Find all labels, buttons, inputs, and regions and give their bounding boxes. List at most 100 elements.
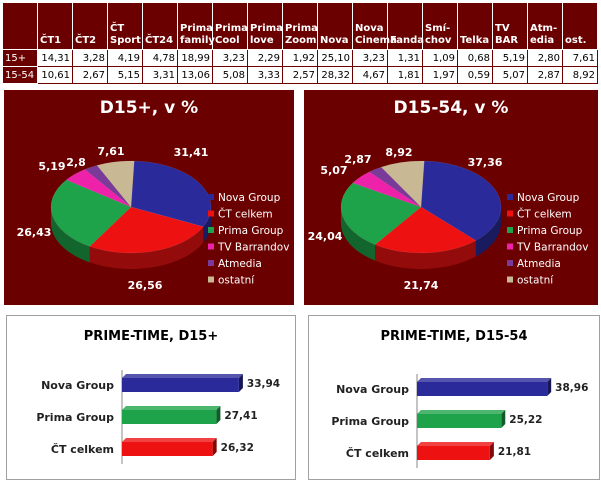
category-label: Prima Group [331, 415, 409, 428]
column-header: ČT2 [72, 2, 108, 50]
table-cell: 18,99 [177, 49, 213, 67]
bar-svg: Nova Group 38,96 Prima Group 25,22 ČT celkem… [331, 374, 588, 468]
column-header: Smí-chov [422, 2, 458, 50]
bar-top [417, 442, 494, 446]
bar-svg: Nova Group 33,94 Prima Group 27,41 ČT celkem… [36, 370, 280, 464]
bar-side [212, 438, 217, 456]
legend-item: ostatní [218, 275, 255, 287]
table-cell: 10,61 [37, 66, 73, 84]
pie-svg: 37,36 21,74 24,04 5,072,87 8,92 Nova Group ČT … [308, 146, 589, 292]
pie-slice [89, 206, 204, 254]
table-cell: 0,68 [457, 49, 493, 67]
table-cell: 3,33 [247, 66, 283, 84]
data-label: 2,8 [66, 156, 86, 169]
data-label: 21,81 [498, 446, 531, 458]
legend-swatch [208, 227, 214, 233]
bar-chart-prime-d15-54: PRIME-TIME, D15-54 Nova Group 38,96 Prima … [308, 315, 600, 480]
category-label: Nova Group [336, 383, 409, 396]
data-label: 31,41 [174, 146, 209, 159]
column-header: Nova Cinema [352, 2, 397, 50]
legend-swatch [208, 243, 214, 250]
bar-top [122, 438, 217, 442]
data-label: 24,04 [308, 230, 343, 243]
category-label: ČT celkem [51, 443, 114, 456]
data-label: 7,61 [97, 145, 124, 158]
data-label: 37,36 [468, 156, 503, 169]
bar-chart-prime-d15: PRIME-TIME, D15+ Nova Group 33,94 Prima Gr… [6, 315, 296, 480]
column-header: ČT Sport [107, 2, 143, 50]
legend-item: Prima Group [517, 225, 583, 237]
category-label: Prima Group [36, 411, 114, 424]
table-cell: 14,31 [37, 49, 73, 67]
bar [122, 410, 217, 424]
legend-swatch [507, 260, 513, 266]
table-cell: 0,59 [457, 66, 493, 84]
table-cell: 5,19 [492, 49, 528, 67]
table-cell: 5,08 [212, 66, 248, 84]
table-cell: 25,10 [317, 49, 353, 67]
pie-chart-d15-54: D15-54, v % 37,36 21,74 24,04 5,07 2,87 8,92 N… [304, 90, 598, 305]
column-header: Telka [457, 2, 493, 50]
column-header: Fanda [387, 2, 424, 50]
table-cell: 4,78 [142, 49, 178, 67]
table-cell: 1,92 [282, 49, 318, 67]
table-cell: 28,32 [317, 66, 353, 84]
table-cell: 7,61 [562, 49, 598, 67]
table-cell: 4,19 [107, 49, 143, 67]
legend-swatch [208, 260, 214, 266]
table-cell: 8,92 [562, 66, 598, 84]
table-cell: 2,87 [527, 66, 563, 84]
pie-slice [130, 160, 212, 227]
column-header: Nova [317, 2, 353, 50]
bar-top [417, 410, 506, 414]
data-label: 8,92 [385, 146, 412, 159]
bar-top [417, 378, 552, 382]
data-label: 26,56 [128, 279, 163, 292]
chart-title: PRIME-TIME, D15-54 [380, 329, 528, 344]
column-header: TV BAR [492, 2, 528, 50]
legend-item: Prima Group [218, 225, 284, 237]
pie-slice [374, 206, 477, 254]
bar [417, 414, 502, 428]
legend-item: Nova Group [517, 192, 580, 204]
column-header: Prima Zoom [282, 2, 318, 50]
chart-title: D15-54, v % [393, 98, 509, 118]
data-label: 21,74 [404, 279, 439, 292]
table-cell: 3,23 [212, 49, 248, 67]
legend-swatch [507, 243, 513, 250]
pie-slice-side [475, 207, 501, 257]
table-cell: 4,67 [352, 66, 388, 84]
pie-slice [380, 160, 425, 208]
column-header: Prima family [177, 2, 215, 50]
pie-slice-side [203, 207, 211, 243]
table-cell: 1,09 [422, 49, 458, 67]
data-label: 38,96 [555, 382, 588, 394]
pie-slice [368, 166, 422, 208]
legend-item: Nova Group [218, 192, 281, 204]
column-header: Prima Cool [212, 2, 248, 50]
table-cell: 2,67 [72, 66, 108, 84]
pie-slice-side [89, 226, 204, 269]
legend-item: TV Barrandov [516, 242, 588, 254]
bar [417, 382, 548, 396]
column-header: ČT1 [37, 2, 73, 50]
legend-swatch [208, 194, 214, 200]
bar [122, 378, 239, 392]
legend-swatch [507, 276, 513, 283]
pie-svg: 31,41 26,56 26,43 5,19 2,8 7,61 Nova Group ČT c… [17, 145, 290, 292]
pie-slice [65, 169, 132, 208]
table-cell: 13,06 [177, 66, 213, 84]
row-label: 15-54 [2, 66, 38, 84]
bar-side [238, 374, 243, 392]
table-row: 15+ 14,31 3,28 4,19 4,78 18,99 3,23 2,29… [2, 49, 598, 67]
legend-item: ostatní [517, 275, 554, 287]
pie-slice [420, 160, 502, 241]
table-cell: 3,31 [142, 66, 178, 84]
legend-item: Atmedia [218, 258, 262, 270]
table-cell: 2,57 [282, 66, 318, 84]
data-label: 2,87 [344, 153, 371, 166]
bar-top [122, 374, 243, 378]
pie-slice-side [375, 240, 476, 269]
legend-swatch [507, 210, 513, 217]
table-cell: 2,80 [527, 49, 563, 67]
